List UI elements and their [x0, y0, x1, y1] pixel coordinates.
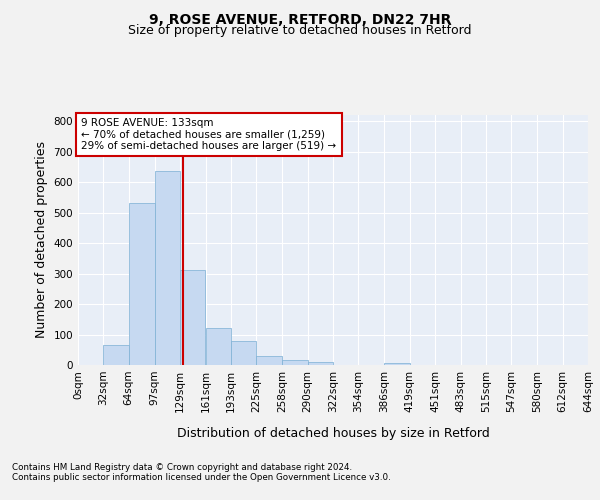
Text: Distribution of detached houses by size in Retford: Distribution of detached houses by size … — [176, 428, 490, 440]
Bar — [128, 204, 155, 365]
Text: 9, ROSE AVENUE, RETFORD, DN22 7HR: 9, ROSE AVENUE, RETFORD, DN22 7HR — [149, 12, 451, 26]
Text: Contains public sector information licensed under the Open Government Licence v3: Contains public sector information licen… — [12, 472, 391, 482]
Text: 9 ROSE AVENUE: 133sqm
← 70% of detached houses are smaller (1,259)
29% of semi-d: 9 ROSE AVENUE: 133sqm ← 70% of detached … — [81, 118, 336, 151]
Text: Contains HM Land Registry data © Crown copyright and database right 2024.: Contains HM Land Registry data © Crown c… — [12, 462, 352, 471]
Bar — [283, 360, 308, 365]
Bar — [256, 356, 283, 365]
Bar — [205, 328, 231, 365]
Bar — [180, 270, 205, 365]
Bar — [308, 362, 333, 365]
Bar — [383, 364, 410, 365]
Bar — [155, 172, 180, 365]
Bar — [103, 345, 128, 365]
Text: Size of property relative to detached houses in Retford: Size of property relative to detached ho… — [128, 24, 472, 37]
Bar — [231, 341, 256, 365]
Y-axis label: Number of detached properties: Number of detached properties — [35, 142, 48, 338]
